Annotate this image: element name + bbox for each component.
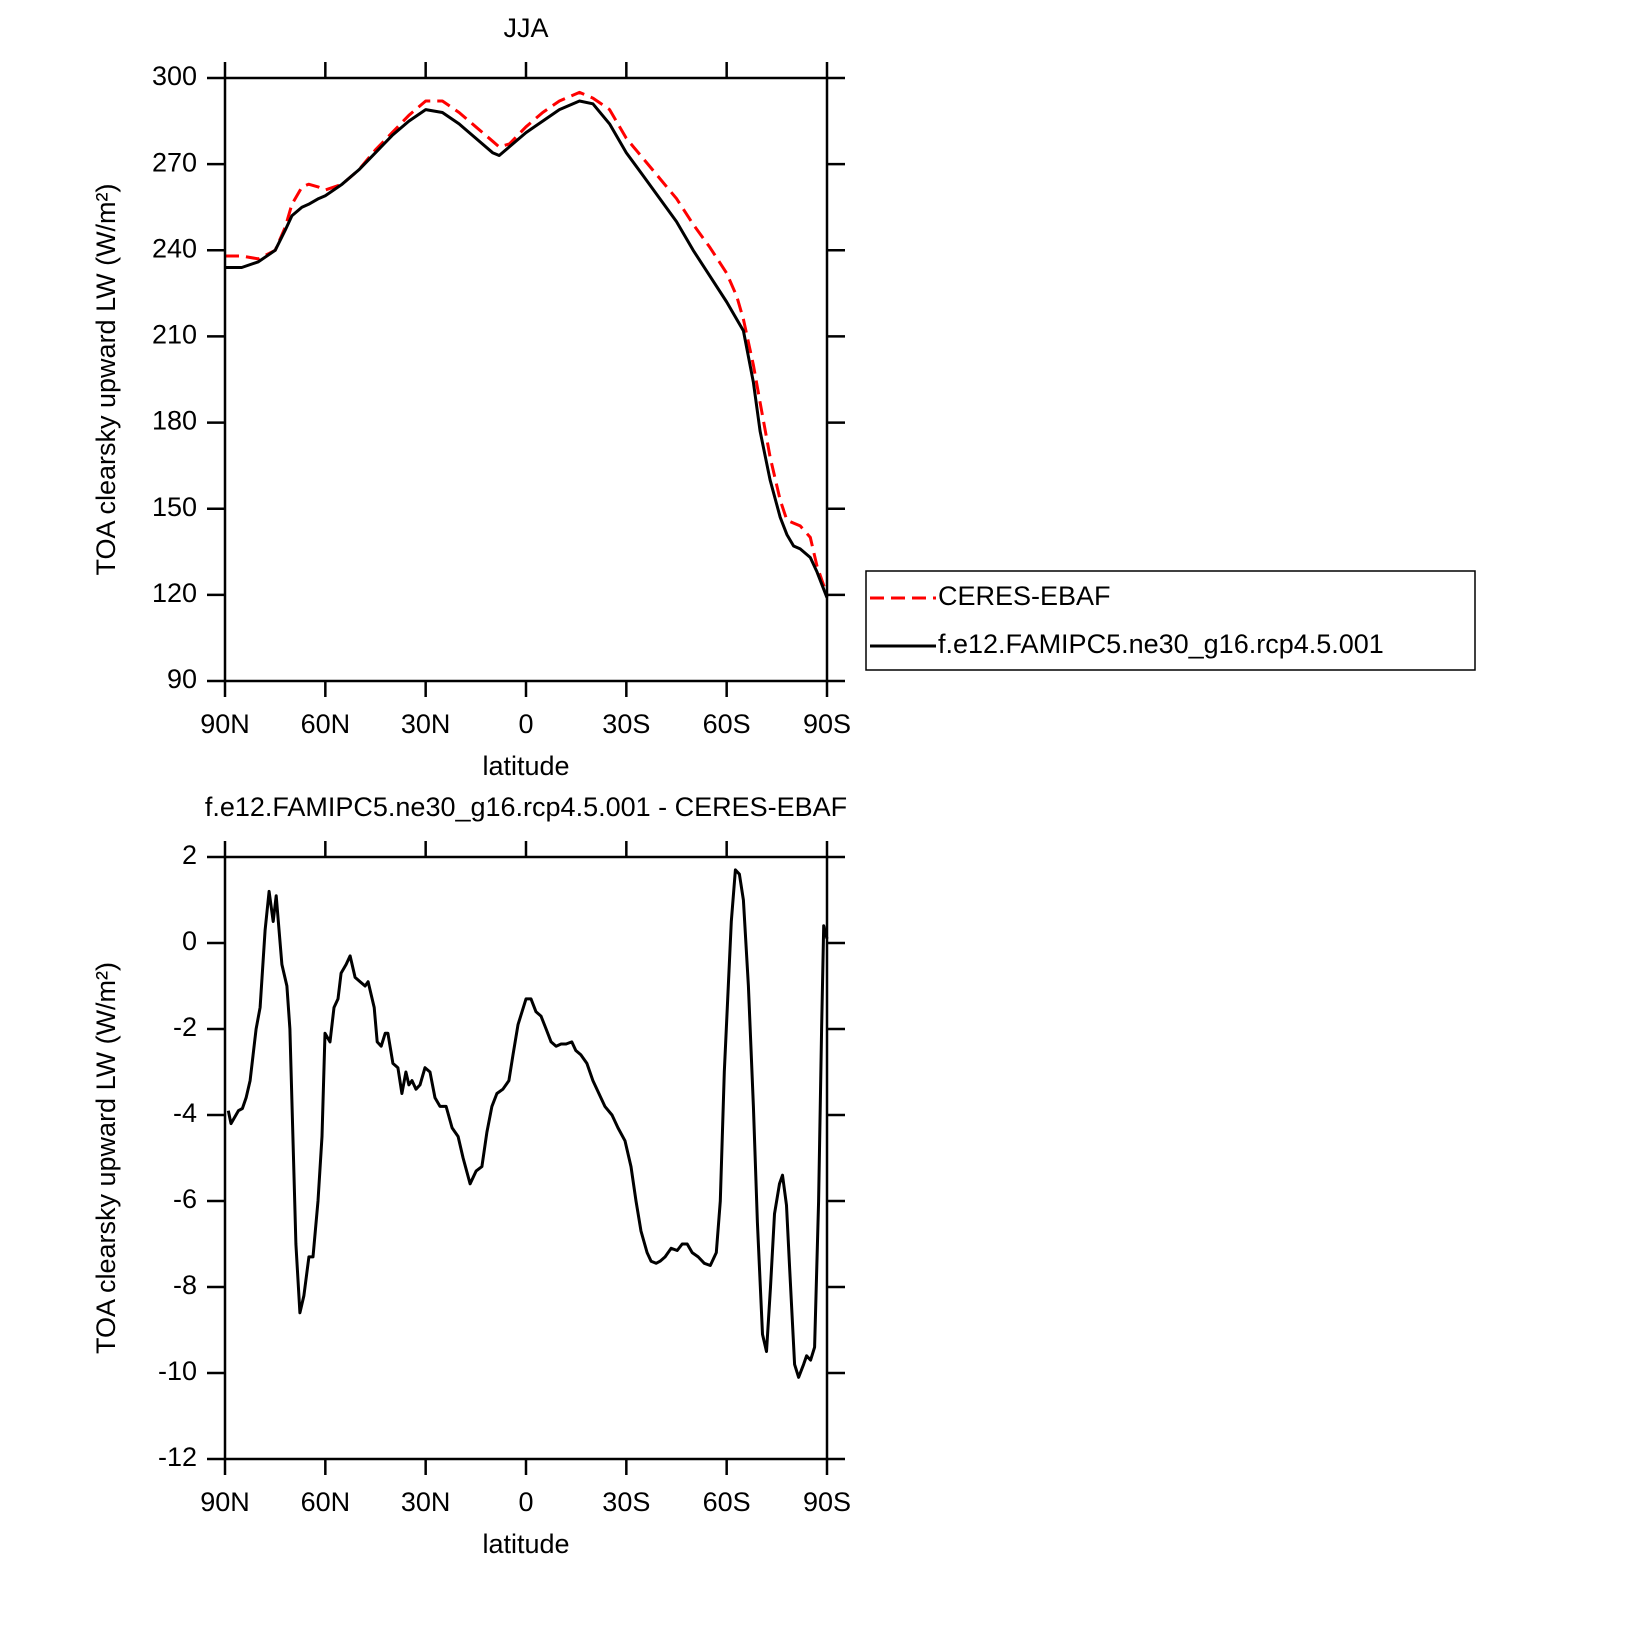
- y-tick-label: 210: [152, 320, 197, 350]
- data-line: [226, 868, 829, 1379]
- y-tick-label: 90: [167, 664, 197, 694]
- plot-frame: [223, 76, 829, 683]
- y-tick-label: -6: [173, 1184, 197, 1214]
- x-tick-label: 90S: [803, 1487, 851, 1517]
- y-tick-label: 150: [152, 492, 197, 522]
- legend-box: [865, 570, 1476, 671]
- x-tick-label: 90N: [200, 709, 250, 739]
- y-tick-label: 180: [152, 406, 197, 436]
- y-tick-label: -8: [173, 1270, 197, 1300]
- x-tick-label: 30N: [401, 709, 451, 739]
- y-tick-label: -4: [173, 1098, 197, 1128]
- data-line: [225, 99, 829, 599]
- data-line: [225, 90, 829, 596]
- x-tick-label: 60N: [301, 709, 351, 739]
- y-tick-label: 270: [152, 147, 197, 177]
- legend-label: CERES-EBAF: [938, 581, 1111, 611]
- chart-title: f.e12.FAMIPC5.ne30_g16.rcp4.5.001 - CERE…: [205, 792, 847, 822]
- x-tick-label: 90S: [803, 709, 851, 739]
- x-axis-label: latitude: [482, 1529, 569, 1559]
- y-tick-label: 2: [182, 840, 197, 870]
- x-axis-label: latitude: [482, 751, 569, 781]
- y-tick-label: -12: [158, 1442, 197, 1472]
- x-tick-label: 90N: [200, 1487, 250, 1517]
- legend-label: f.e12.FAMIPC5.ne30_g16.rcp4.5.001: [938, 629, 1384, 659]
- y-tick-label: 0: [182, 926, 197, 956]
- x-tick-label: 0: [518, 709, 533, 739]
- chart-title: JJA: [503, 13, 548, 43]
- y-tick-label: 120: [152, 578, 197, 608]
- y-tick-label: -2: [173, 1012, 197, 1042]
- x-tick-label: 60S: [703, 1487, 751, 1517]
- y-axis-label: TOA clearsky upward LW (W/m²): [91, 962, 121, 1354]
- x-tick-label: 30S: [602, 709, 650, 739]
- x-tick-label: 30N: [401, 1487, 451, 1517]
- y-axis-label: TOA clearsky upward LW (W/m²): [91, 183, 121, 575]
- y-tick-label: 300: [152, 61, 197, 91]
- x-tick-label: 0: [518, 1487, 533, 1517]
- y-tick-label: -10: [158, 1356, 197, 1386]
- x-tick-label: 60N: [301, 1487, 351, 1517]
- x-tick-label: 30S: [602, 1487, 650, 1517]
- plot-frame: [223, 855, 829, 1461]
- x-tick-label: 60S: [703, 709, 751, 739]
- y-tick-label: 240: [152, 233, 197, 263]
